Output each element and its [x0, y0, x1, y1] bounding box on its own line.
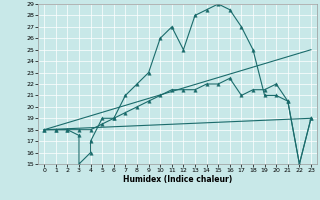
X-axis label: Humidex (Indice chaleur): Humidex (Indice chaleur) [123, 175, 232, 184]
